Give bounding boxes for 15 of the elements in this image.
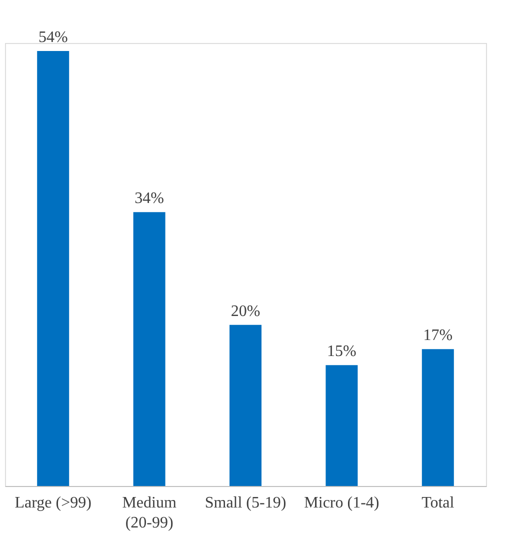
data-label: 20% [230, 302, 260, 320]
x-tick-label: Large (>99) [14, 494, 92, 512]
bar [230, 324, 262, 486]
x-tick-label: Medium (20-99) [122, 494, 177, 532]
bar [37, 51, 70, 486]
data-label: 17% [423, 327, 453, 344]
bar [133, 212, 166, 486]
data-label: 15% [327, 343, 356, 360]
x-tick-label: Total [422, 494, 455, 512]
x-tick-label: Small (5-19) [204, 494, 286, 512]
data-label: 34% [134, 190, 164, 208]
bar [326, 365, 358, 486]
data-label: 54% [38, 29, 68, 46]
bar [422, 349, 454, 486]
x-tick-label: Micro (1-4) [304, 494, 380, 512]
